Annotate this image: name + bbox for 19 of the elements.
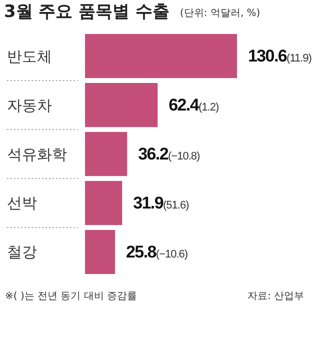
data-label: 31.9(51.6) — [133, 194, 189, 213]
data-label: 130.6(11.9) — [248, 46, 312, 66]
bar — [85, 230, 116, 274]
text: 자료: 산업부 — [247, 291, 304, 302]
data-label: 62.4(1.2) — [168, 96, 219, 115]
y-tick-label: 철강 — [7, 243, 37, 262]
chart-title: 3월 주요 품목별 수출 — [4, 2, 170, 22]
y-tick-label: 반도체 — [7, 47, 52, 66]
y-tick-label: 석유화학 — [7, 145, 67, 164]
text: ※( )는 전년 동기 대비 증감률 — [5, 291, 138, 302]
y-tick-label: 선박 — [7, 194, 37, 212]
data-label: 36.2(−10.8) — [138, 144, 200, 164]
bar — [85, 34, 237, 78]
bar — [85, 180, 122, 226]
y-tick-label: 자동차 — [7, 96, 52, 114]
data-label: 25.8(−10.6) — [126, 242, 188, 262]
bar — [85, 82, 158, 128]
bar — [85, 132, 128, 176]
chart-subtitle: (단위: 억달러, %) — [180, 8, 260, 19]
